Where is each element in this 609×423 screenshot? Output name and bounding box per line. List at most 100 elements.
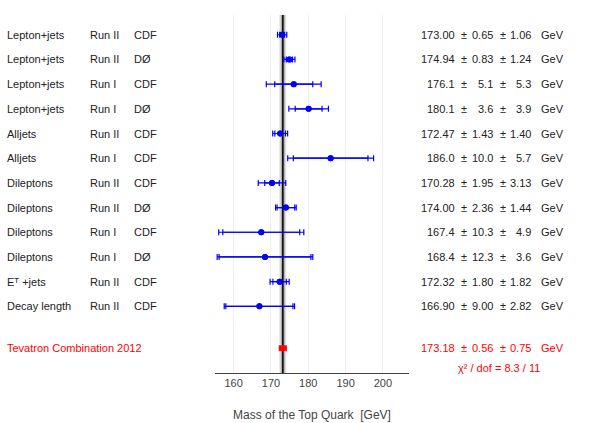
svg-text:0.75: 0.75 <box>510 342 531 354</box>
svg-text:2.36: 2.36 <box>472 202 493 214</box>
svg-text:±: ± <box>500 251 506 263</box>
svg-text:±: ± <box>500 300 506 312</box>
svg-text:GeV: GeV <box>541 103 564 115</box>
svg-text:Dileptons: Dileptons <box>7 251 53 263</box>
svg-text:±: ± <box>500 29 506 41</box>
svg-text:±: ± <box>500 177 506 189</box>
svg-text:±: ± <box>500 152 506 164</box>
svg-text:±: ± <box>500 202 506 214</box>
svg-text:±: ± <box>500 276 506 288</box>
svg-text:174.00: 174.00 <box>421 202 455 214</box>
svg-text:DØ: DØ <box>134 53 151 65</box>
svg-text:12.3: 12.3 <box>472 251 493 263</box>
svg-text:0.56: 0.56 <box>472 342 493 354</box>
svg-text:Run I: Run I <box>90 251 116 263</box>
svg-text:±: ± <box>500 226 506 238</box>
svg-text:GeV: GeV <box>541 128 564 140</box>
svg-text:GeV: GeV <box>541 152 564 164</box>
svg-text:5.7: 5.7 <box>516 152 531 164</box>
svg-text:GeV: GeV <box>541 226 564 238</box>
svg-text:±: ± <box>461 78 467 90</box>
svg-text:±: ± <box>461 202 467 214</box>
svg-text:Tevatron Combination 2012: Tevatron Combination 2012 <box>7 342 142 354</box>
svg-text:Lepton+jets: Lepton+jets <box>7 103 65 115</box>
svg-text:±: ± <box>500 128 506 140</box>
svg-text:0.65: 0.65 <box>472 29 493 41</box>
svg-text:±: ± <box>461 103 467 115</box>
svg-text:Lepton+jets: Lepton+jets <box>7 29 65 41</box>
svg-text:GeV: GeV <box>541 300 564 312</box>
svg-text:172.47: 172.47 <box>421 128 455 140</box>
svg-text:GeV: GeV <box>541 202 564 214</box>
svg-text:1.06: 1.06 <box>510 29 531 41</box>
svg-text:±: ± <box>500 342 506 354</box>
svg-text:167.4: 167.4 <box>427 226 455 238</box>
svg-text:186.0: 186.0 <box>427 152 455 164</box>
svg-text:Lepton+jets: Lepton+jets <box>7 78 65 90</box>
svg-text:3.13: 3.13 <box>510 177 531 189</box>
svg-text:180.1: 180.1 <box>427 103 455 115</box>
svg-text:Run II: Run II <box>90 29 119 41</box>
svg-text:GeV: GeV <box>541 78 564 90</box>
svg-text:Dileptons: Dileptons <box>7 226 53 238</box>
svg-text:±: ± <box>500 103 506 115</box>
svg-text:Mass of the Top Quark [GeV]: Mass of the Top Quark [GeV] <box>233 408 391 422</box>
svg-text:Decay length: Decay length <box>7 300 71 312</box>
svg-text:Run II: Run II <box>90 202 119 214</box>
svg-text:Run II: Run II <box>90 300 119 312</box>
svg-text:±: ± <box>500 53 506 65</box>
svg-text:170.28: 170.28 <box>421 177 455 189</box>
svg-text:GeV: GeV <box>541 29 564 41</box>
svg-text:173.18: 173.18 <box>421 342 455 354</box>
svg-text:200: 200 <box>374 377 392 389</box>
svg-text:Run I: Run I <box>90 103 116 115</box>
svg-text:Run I: Run I <box>90 226 116 238</box>
svg-text:173.00: 173.00 <box>421 29 455 41</box>
svg-text:10.3: 10.3 <box>472 226 493 238</box>
svg-text:CDF: CDF <box>134 300 157 312</box>
svg-text:±: ± <box>500 78 506 90</box>
svg-text:CDF: CDF <box>134 276 157 288</box>
svg-text:CDF: CDF <box>134 152 157 164</box>
svg-text:180: 180 <box>299 377 317 389</box>
svg-text:Eᵀ +jets: Eᵀ +jets <box>7 276 46 288</box>
svg-text:GeV: GeV <box>541 53 564 65</box>
svg-text:3.6: 3.6 <box>478 103 493 115</box>
svg-text:±: ± <box>461 300 467 312</box>
svg-text:Lepton+jets: Lepton+jets <box>7 53 65 65</box>
svg-text:Dileptons: Dileptons <box>7 177 53 189</box>
svg-text:9.00: 9.00 <box>472 300 493 312</box>
svg-text:168.4: 168.4 <box>427 251 455 263</box>
svg-text:CDF: CDF <box>134 78 157 90</box>
svg-text:±: ± <box>461 128 467 140</box>
svg-text:DØ: DØ <box>134 251 151 263</box>
svg-text:±: ± <box>461 226 467 238</box>
svg-text:±: ± <box>461 276 467 288</box>
svg-text:Dileptons: Dileptons <box>7 202 53 214</box>
svg-text:Run I: Run I <box>90 78 116 90</box>
svg-text:10.0: 10.0 <box>472 152 493 164</box>
svg-text:GeV: GeV <box>541 342 564 354</box>
svg-text:1.95: 1.95 <box>472 177 493 189</box>
svg-text:Run I: Run I <box>90 152 116 164</box>
svg-text:Alljets: Alljets <box>7 128 37 140</box>
svg-text:176.1: 176.1 <box>427 78 455 90</box>
svg-text:CDF: CDF <box>134 29 157 41</box>
svg-text:DØ: DØ <box>134 202 151 214</box>
svg-text:±: ± <box>461 29 467 41</box>
svg-text:160: 160 <box>224 377 242 389</box>
svg-text:4.9: 4.9 <box>516 226 531 238</box>
svg-text:5.1: 5.1 <box>478 78 493 90</box>
svg-text:1.44: 1.44 <box>510 202 531 214</box>
svg-text:±: ± <box>461 177 467 189</box>
svg-text:±: ± <box>461 53 467 65</box>
svg-text:±: ± <box>461 251 467 263</box>
svg-text:170: 170 <box>262 377 280 389</box>
svg-text:172.32: 172.32 <box>421 276 455 288</box>
svg-text:DØ: DØ <box>134 103 151 115</box>
svg-text:190: 190 <box>336 377 354 389</box>
svg-text:GeV: GeV <box>541 251 564 263</box>
svg-text:0.83: 0.83 <box>472 53 493 65</box>
svg-text:1.82: 1.82 <box>510 276 531 288</box>
svg-text:3.6: 3.6 <box>516 251 531 263</box>
